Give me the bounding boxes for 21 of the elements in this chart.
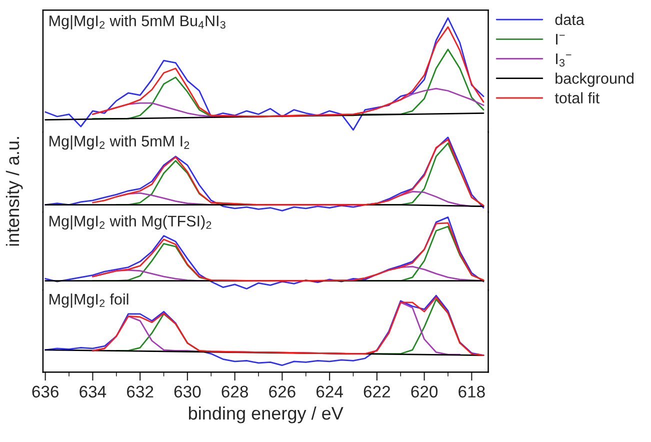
x-tick-label: 630 [174, 386, 201, 398]
x-tick-label: 634 [80, 386, 106, 398]
legend-label: background [556, 72, 634, 87]
legend-label: total fit [554, 92, 600, 104]
x-axis-title: binding energy / eV [188, 406, 344, 424]
x-tick-label: 620 [411, 386, 438, 398]
legend-label: I$_{3}$$^{−}$ [556, 54, 572, 67]
x-tick-label: 628 [222, 386, 248, 398]
x-tick-label: 618 [458, 386, 485, 398]
x-tick-label: 624 [316, 386, 343, 398]
chart-title: Mg|MgI$_{2}$ with 5mM Bu$_{4}$NI$_{3}$ [50, 15, 226, 30]
chart-title: Mg|MgI$_{2}$ with 5mM I$_{2}$ [50, 135, 190, 150]
legend-label: I$^{−}$ [556, 34, 565, 44]
chart-title: Mg|MgI$_{2}$ with Mg(TFSI)$_{2}$ [50, 215, 212, 230]
x-tick-label: 622 [364, 386, 390, 398]
legend-label: data [555, 14, 584, 26]
x-tick-label: 626 [269, 386, 296, 398]
chart-title: Mg|MgI$_{2}$ foil [50, 293, 128, 308]
x-tick-label: 632 [127, 386, 154, 398]
x-tick-label: 636 [32, 386, 59, 398]
y-axis-title: intensity / a.u. [6, 137, 23, 246]
